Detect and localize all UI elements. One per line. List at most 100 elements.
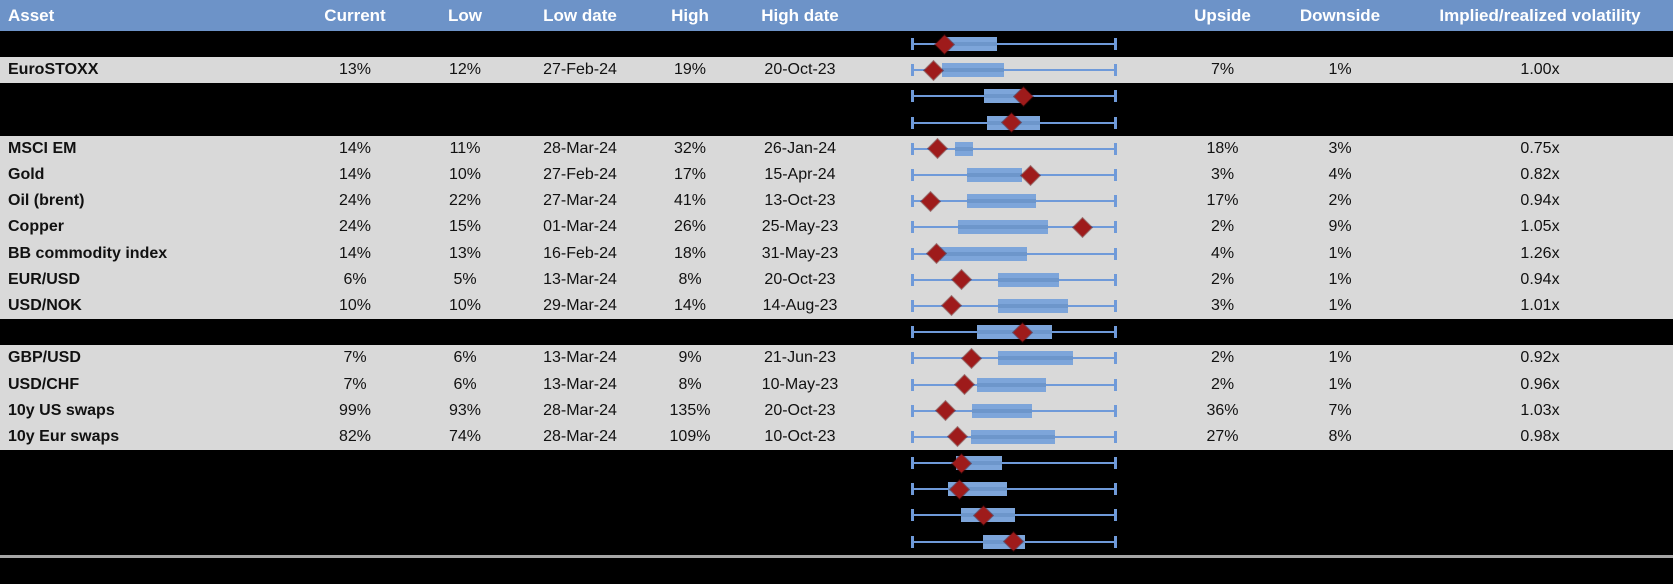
cell-current[interactable]: 14% bbox=[338, 139, 372, 157]
header-cell-current[interactable]: Current bbox=[324, 5, 386, 25]
cell-impl-real[interactable]: 0.92x bbox=[1520, 349, 1560, 367]
cell-low[interactable]: 11% bbox=[449, 139, 481, 157]
cell-low-date[interactable]: 13-Mar-24 bbox=[543, 349, 617, 367]
asset-row[interactable]: GBP/USD 7% 6% 13-Mar-24 9% 21-Jun-23 2% 1% 0.92x bbox=[0, 345, 1673, 372]
header-cell-downside[interactable]: Downside bbox=[1299, 5, 1381, 25]
cell-low-date[interactable]: 27-Mar-24 bbox=[543, 192, 617, 210]
cell-impl-real[interactable]: 0.94x bbox=[1520, 192, 1560, 210]
cell-downside[interactable]: 7% bbox=[1328, 401, 1352, 419]
chart-spacer-row[interactable] bbox=[0, 450, 1673, 477]
cell-asset[interactable]: USD/CHF bbox=[8, 375, 80, 393]
cell-downside[interactable]: 8% bbox=[1328, 427, 1352, 445]
cell-downside[interactable]: 1% bbox=[1328, 296, 1352, 314]
cell-high[interactable]: 32% bbox=[673, 139, 707, 157]
cell-low-date[interactable]: 01-Mar-24 bbox=[543, 218, 617, 236]
cell-high[interactable]: 8% bbox=[678, 270, 702, 288]
cell-high-date[interactable]: 31-May-23 bbox=[761, 244, 839, 262]
chart-spacer-row[interactable] bbox=[0, 83, 1673, 110]
cell-low-date[interactable]: 28-Mar-24 bbox=[543, 139, 617, 157]
cell-high[interactable]: 14% bbox=[673, 296, 707, 314]
cell-high-date[interactable]: 25-May-23 bbox=[761, 218, 839, 236]
cell-impl-real[interactable]: 0.96x bbox=[1520, 375, 1560, 393]
cell-low[interactable]: 10% bbox=[448, 296, 482, 314]
asset-row[interactable]: MSCI EM 14% 11% 28-Mar-24 32% 26-Jan-24 18% 3% 0… bbox=[0, 135, 1673, 162]
asset-row[interactable]: Copper 24% 15% 01-Mar-24 26% 25-May-23 2% 9% 1.0… bbox=[0, 214, 1673, 241]
cell-asset[interactable]: MSCI EM bbox=[8, 139, 77, 157]
cell-high-date[interactable]: 15-Apr-24 bbox=[764, 166, 836, 184]
cell-low-date[interactable]: 13-Mar-24 bbox=[543, 270, 617, 288]
cell-high[interactable]: 18% bbox=[673, 244, 707, 262]
cell-low[interactable]: 22% bbox=[448, 192, 482, 210]
cell-low-date[interactable]: 28-Mar-24 bbox=[543, 401, 617, 419]
cell-low[interactable]: 6% bbox=[453, 375, 477, 393]
cell-current[interactable]: 7% bbox=[343, 349, 367, 367]
cell-downside[interactable]: 1% bbox=[1328, 61, 1352, 79]
cell-high[interactable]: 135% bbox=[669, 401, 711, 419]
cell-asset[interactable]: BB commodity index bbox=[8, 244, 168, 262]
cell-low[interactable]: 6% bbox=[453, 349, 477, 367]
cell-low-date[interactable]: 28-Mar-24 bbox=[543, 427, 617, 445]
asset-row[interactable]: USD/NOK 10% 10% 29-Mar-24 14% 14-Aug-23 3% 1% 1.… bbox=[0, 292, 1673, 320]
cell-low[interactable]: 5% bbox=[453, 270, 477, 288]
cell-high-date[interactable]: 20-Oct-23 bbox=[764, 61, 836, 79]
cell-asset[interactable]: Gold bbox=[8, 166, 45, 184]
cell-high-date[interactable]: 21-Jun-23 bbox=[763, 349, 837, 367]
cell-upside[interactable]: 27% bbox=[1206, 427, 1239, 445]
chart-spacer-row[interactable] bbox=[0, 109, 1673, 136]
cell-high[interactable]: 9% bbox=[678, 349, 702, 367]
cell-downside[interactable]: 1% bbox=[1328, 349, 1352, 367]
cell-high[interactable]: 109% bbox=[669, 427, 711, 445]
chart-spacer-row[interactable] bbox=[0, 502, 1673, 529]
cell-current[interactable]: 82% bbox=[338, 427, 372, 445]
cell-upside[interactable]: 4% bbox=[1210, 244, 1235, 262]
cell-asset[interactable]: 10y Eur swaps bbox=[8, 427, 120, 445]
cell-low[interactable]: 13% bbox=[448, 244, 482, 262]
cell-high[interactable]: 19% bbox=[673, 61, 707, 79]
asset-row[interactable]: Gold 14% 10% 27-Feb-24 17% 15-Apr-24 3% 4% 0.82x bbox=[0, 161, 1673, 189]
cell-asset[interactable]: Oil (brent) bbox=[8, 192, 85, 210]
asset-row[interactable]: Oil (brent) 24% 22% 27-Mar-24 41% 13-Oct-23 17… bbox=[0, 188, 1673, 215]
header-cell-high[interactable]: High bbox=[671, 5, 709, 25]
asset-row[interactable]: BB commodity index 14% 13% 16-Feb-24 18% 31-M… bbox=[0, 240, 1673, 267]
cell-current[interactable]: 24% bbox=[338, 192, 372, 210]
header-cell-low[interactable]: Low bbox=[448, 5, 482, 25]
cell-high-date[interactable]: 13-Oct-23 bbox=[764, 192, 836, 210]
cell-upside[interactable]: 2% bbox=[1210, 375, 1235, 393]
cell-downside[interactable]: 2% bbox=[1328, 192, 1352, 210]
header-cell-low-date[interactable]: Low date bbox=[543, 5, 617, 25]
cell-low[interactable]: 10% bbox=[448, 166, 482, 184]
cell-low-date[interactable]: 27-Feb-24 bbox=[543, 61, 617, 79]
chart-spacer-row[interactable] bbox=[0, 528, 1673, 555]
cell-low[interactable]: 93% bbox=[448, 401, 482, 419]
cell-low-date[interactable]: 27-Feb-24 bbox=[543, 166, 617, 184]
chart-spacer-row[interactable] bbox=[0, 319, 1673, 346]
cell-current[interactable]: 10% bbox=[338, 296, 372, 314]
cell-downside[interactable]: 1% bbox=[1328, 244, 1352, 262]
header-cell-upside[interactable]: Upside bbox=[1194, 5, 1251, 25]
cell-impl-real[interactable]: 0.75x bbox=[1520, 139, 1560, 157]
cell-high-date[interactable]: 14-Aug-23 bbox=[762, 296, 838, 314]
cell-upside[interactable]: 3% bbox=[1210, 296, 1235, 314]
cell-impl-real[interactable]: 1.01x bbox=[1520, 296, 1560, 314]
cell-high-date[interactable]: 10-Oct-23 bbox=[764, 427, 836, 445]
cell-impl-real[interactable]: 1.03x bbox=[1520, 401, 1560, 419]
cell-asset[interactable]: USD/NOK bbox=[8, 296, 82, 314]
cell-low[interactable]: 74% bbox=[448, 427, 482, 445]
cell-downside[interactable]: 9% bbox=[1328, 218, 1352, 236]
cell-high-date[interactable]: 26-Jan-24 bbox=[763, 139, 837, 157]
cell-current[interactable]: 14% bbox=[338, 244, 372, 262]
header-cell-high-date[interactable]: High date bbox=[761, 5, 839, 25]
cell-high[interactable]: 8% bbox=[678, 375, 702, 393]
cell-upside[interactable]: 36% bbox=[1206, 401, 1239, 419]
cell-low-date[interactable]: 16-Feb-24 bbox=[543, 244, 617, 262]
cell-upside[interactable]: 7% bbox=[1210, 61, 1235, 79]
asset-row[interactable]: 10y US swaps 99% 93% 28-Mar-24 135% 20-Oct-23… bbox=[0, 397, 1673, 424]
chart-spacer-row[interactable] bbox=[0, 476, 1673, 503]
cell-upside[interactable]: 2% bbox=[1210, 218, 1235, 236]
cell-low[interactable]: 15% bbox=[448, 218, 482, 236]
asset-row[interactable]: USD/CHF 7% 6% 13-Mar-24 8% 10-May-23 2% 1% 0.96x bbox=[0, 371, 1673, 398]
cell-asset[interactable]: 10y US swaps bbox=[8, 401, 115, 419]
asset-row[interactable]: EUR/USD 6% 5% 13-Mar-24 8% 20-Oct-23 2% 1% 0.94x bbox=[0, 266, 1673, 293]
cell-upside[interactable]: 18% bbox=[1206, 139, 1239, 157]
cell-current[interactable]: 99% bbox=[338, 401, 372, 419]
